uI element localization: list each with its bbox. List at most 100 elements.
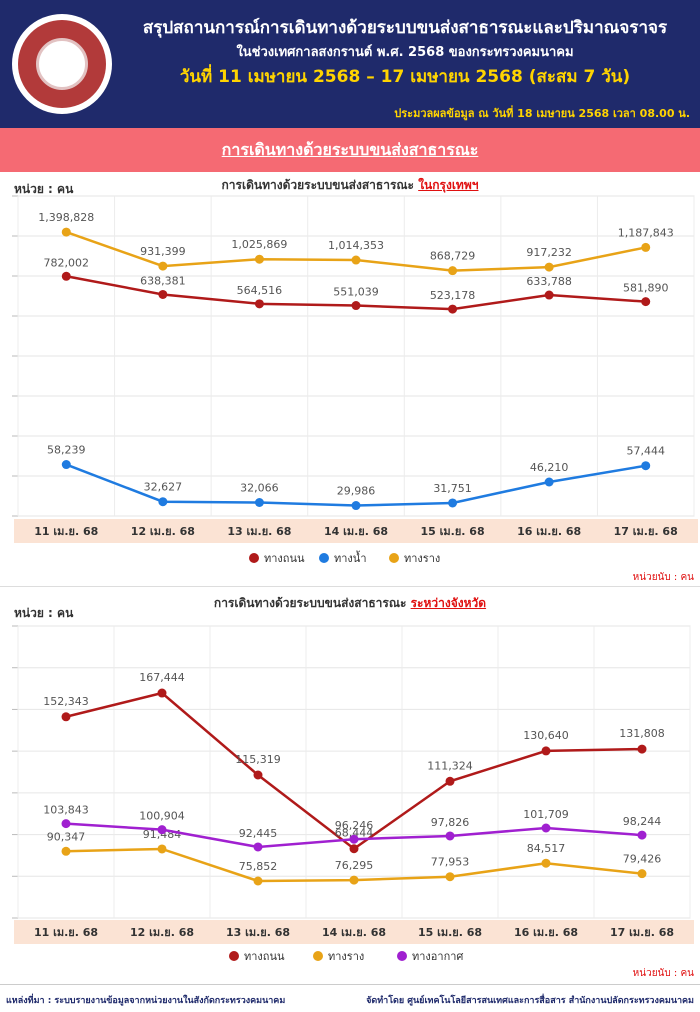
footer: แหล่งที่มา : ระบบรายงานข้อมูลจากหน่วยงาน… xyxy=(0,984,700,1012)
chart2-data-label: 103,843 xyxy=(43,804,89,817)
chart2-legend-marker xyxy=(313,951,323,961)
chart2-data-point xyxy=(445,776,455,786)
chart1-data-point xyxy=(254,254,264,264)
section-banner-label: การเดินทางด้วยระบบขนส่งสาธารณะ xyxy=(221,140,479,159)
logo-emblem xyxy=(36,38,88,90)
chart1-category-label: 11 เม.ย. 68 xyxy=(34,525,98,538)
report-title: สรุปสถานการณ์การเดินทางด้วยระบบขนส่งสาธา… xyxy=(142,18,668,38)
chart1-legend-label: ทางถนน xyxy=(264,552,305,565)
chart1-data-label: 633,788 xyxy=(526,275,572,288)
chart2-data-point xyxy=(157,844,167,854)
chart1-data-label: 931,399 xyxy=(140,245,186,258)
logo-ring xyxy=(18,20,106,108)
chart2-plot-frame xyxy=(17,625,691,919)
chart2-data-point xyxy=(61,712,71,722)
chart1-data-label: 564,516 xyxy=(237,284,283,297)
chart1-data-label: 1,398,828 xyxy=(38,211,94,224)
chart2-unit-note: หน่วยนับ : คน xyxy=(632,968,694,979)
chart1-data-label: 1,187,843 xyxy=(618,226,674,239)
chart2-legend-label: ทางอากาศ xyxy=(412,950,463,963)
chart1-unit-label: หน่วย : คน xyxy=(14,182,74,196)
chart1-data-label: 1,014,353 xyxy=(328,239,384,252)
chart2-title-highlight: ระหว่างจังหวัด xyxy=(410,596,487,610)
chart1-data-point xyxy=(61,271,71,281)
chart2-data-point xyxy=(541,823,551,833)
chart2-data-label: 90,347 xyxy=(47,830,86,843)
chart1-title-prefix: การเดินทางด้วยระบบขนส่งสาธารณะ xyxy=(221,178,419,192)
report-subtitle: ในช่วงเทศกาลสงกรานต์ พ.ศ. 2568 ของกระทรว… xyxy=(236,45,574,60)
chart2-data-label: 101,709 xyxy=(523,808,569,821)
chart1-category-label: 14 เม.ย. 68 xyxy=(324,525,388,538)
chart1-data-point xyxy=(448,266,458,276)
chart2-title-prefix: การเดินทางด้วยระบบขนส่งสาธารณะ xyxy=(213,596,411,610)
chart2-category-band xyxy=(14,920,694,944)
chart2-category-label: 14 เม.ย. 68 xyxy=(322,926,386,939)
chart1-data-point xyxy=(351,255,361,265)
chart2-title: การเดินทางด้วยระบบขนส่งสาธารณะ ระหว่างจั… xyxy=(0,594,700,613)
header: สรุปสถานการณ์การเดินทางด้วยระบบขนส่งสาธา… xyxy=(0,0,700,128)
chart1-category-label: 12 เม.ย. 68 xyxy=(131,525,195,538)
chart1-data-point xyxy=(254,299,264,309)
chart1-category-band xyxy=(14,519,698,543)
chart2-data-label: 130,640 xyxy=(523,729,569,742)
chart1-data-point xyxy=(351,301,361,311)
chart2-data-label: 98,244 xyxy=(623,815,662,828)
chart2-data-point xyxy=(541,746,551,756)
chart2-data-point xyxy=(253,770,263,780)
chart2-legend-marker xyxy=(229,951,239,961)
chart1-data-label: 581,890 xyxy=(623,282,669,295)
chart2-data-point xyxy=(445,872,455,882)
chart2-category-label: 11 เม.ย. 68 xyxy=(34,926,98,939)
chart2-interprovince-svg: 11 เม.ย. 68 12 เม.ย. 68 13 เม.ย. 68 14 เม.ย… xyxy=(12,625,694,963)
chart1-data-point xyxy=(641,242,651,252)
chart1-data-label: 868,729 xyxy=(430,250,476,263)
chart1-data-point xyxy=(254,498,264,508)
chart2-data-label: 97,826 xyxy=(431,816,470,829)
chart2-data-point xyxy=(253,842,263,852)
chart1-data-point xyxy=(351,501,361,511)
chart1-category-label: 15 เม.ย. 68 xyxy=(421,525,485,538)
chart1-category-label: 13 เม.ย. 68 xyxy=(227,525,291,538)
chart1-data-label: 523,178 xyxy=(430,289,476,302)
chart1-data-point xyxy=(158,261,168,271)
chart1-data-label: 46,210 xyxy=(530,461,569,474)
chart2-data-point xyxy=(349,834,359,844)
chart1-category-label: 16 เม.ย. 68 xyxy=(517,525,581,538)
chart1-title-highlight: ในกรุงเทพฯ xyxy=(418,178,479,192)
chart1-data-point xyxy=(544,262,554,272)
chart1-legend-marker xyxy=(389,553,399,563)
chart1-data-label: 57,444 xyxy=(626,445,665,458)
chart1-data-point xyxy=(158,497,168,507)
ministry-logo xyxy=(12,14,112,114)
chart1-data-label: 32,627 xyxy=(144,481,183,494)
processed-timestamp: ประมวลผลข้อมูล ณ วันที่ 18 เมษายน 2568 เ… xyxy=(394,107,690,120)
chart1-data-label: 551,039 xyxy=(333,286,379,299)
chart1-category-label: 17 เม.ย. 68 xyxy=(614,525,678,538)
chart2-data-label: 152,343 xyxy=(43,695,89,708)
chart1-data-point xyxy=(61,227,71,237)
section-divider xyxy=(0,586,700,587)
chart2-data-label: 100,904 xyxy=(139,810,185,823)
chart2-data-point xyxy=(637,869,647,879)
chart2-data-label: 75,852 xyxy=(239,860,278,873)
chart2-data-label: 76,295 xyxy=(335,859,374,872)
chart1-data-point xyxy=(448,304,458,314)
chart2-category-label: 13 เม.ย. 68 xyxy=(226,926,290,939)
chart2-unit-label: หน่วย : คน xyxy=(14,606,74,620)
chart1-bangkok-svg: 11 เม.ย. 68 12 เม.ย. 68 13 เม.ย. 68 14 เม.ย… xyxy=(12,195,698,565)
chart1-data-label: 782,002 xyxy=(44,256,90,269)
chart2-data-label: 131,808 xyxy=(619,727,665,740)
chart2-category-label: 16 เม.ย. 68 xyxy=(514,926,578,939)
chart1-legend-label: ทางน้ำ xyxy=(334,550,367,565)
chart1-unit-note: หน่วยนับ : คน xyxy=(632,572,694,583)
chart2-data-label: 92,445 xyxy=(239,827,278,840)
chart1-data-point xyxy=(448,498,458,508)
chart2-data-point xyxy=(349,875,359,885)
chart2-data-label: 77,953 xyxy=(431,856,470,869)
section-banner: การเดินทางด้วยระบบขนส่งสาธารณะ xyxy=(0,128,700,172)
chart1-data-label: 58,239 xyxy=(47,444,86,457)
chart2-data-point xyxy=(445,831,455,841)
chart2-data-label: 167,444 xyxy=(139,671,185,684)
chart2-category-label: 12 เม.ย. 68 xyxy=(130,926,194,939)
chart2-data-point xyxy=(637,830,647,840)
